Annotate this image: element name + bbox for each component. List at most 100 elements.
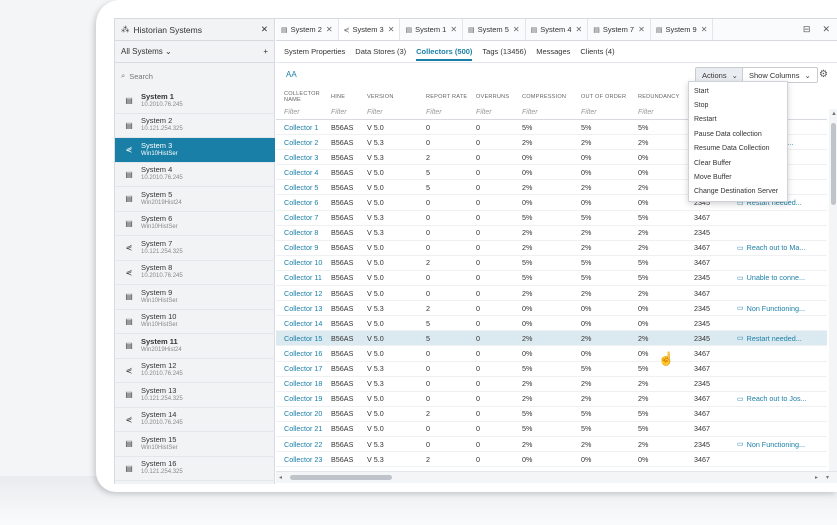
menu-item[interactable]: Clear Buffer xyxy=(694,159,732,167)
column-header[interactable]: COLLECTOR NAME xyxy=(284,91,320,103)
table-row[interactable]: Collector 19 B56AS V 5.0 0 0 2% 2% 2% 3467 ▭ Reach… xyxy=(276,392,827,407)
collector-name-link[interactable]: Collector 22 xyxy=(284,439,323,449)
table-row[interactable]: Collector 1 B56AS V 5.0 0 0 5% 5% 5% xyxy=(276,120,827,136)
table-row[interactable]: Collector 22 B56AS V 5.3 0 0 2% 2% 2% 2345 ▭ Non F… xyxy=(276,437,827,453)
menu-item[interactable]: Change Destination Server xyxy=(694,188,779,196)
subtab-item[interactable]: Collectors (500) xyxy=(416,47,473,61)
vertical-scroll-thumb[interactable] xyxy=(831,123,836,205)
table-row[interactable]: Collector 13 B56AS V 5.3 2 0 0% 0% 0% 2345 ▭ Non F… xyxy=(276,301,827,317)
sidebar-item-system[interactable]: ⋞ System 8 10.2010.76.245 xyxy=(115,261,275,285)
search-input[interactable]: ⌕ Search xyxy=(115,66,274,86)
collector-name-link[interactable]: Collector 8 xyxy=(284,228,319,238)
message-link[interactable]: ▭ Unable to conne... xyxy=(737,273,827,282)
column-header[interactable]: OUT OF ORDER xyxy=(581,94,627,100)
table-row[interactable]: Collector 9 B56AS V 5.0 0 0 2% 2% 2% 3467 ▭ Reach … xyxy=(276,241,827,256)
table-row[interactable]: Collector 15 B56AS V 5.0 5 0 2% 2% 2% 2345 ▭ Resta… xyxy=(276,331,827,347)
tab-system[interactable]: ▤ System 4 ✕ xyxy=(526,19,589,40)
filter-input[interactable]: Filter xyxy=(331,108,347,116)
close-icon[interactable]: ✕ xyxy=(260,24,268,34)
table-row[interactable]: Collector 3 B56AS V 5.3 2 0 0% 0% 0% xyxy=(276,150,827,166)
sidebar-item-system[interactable]: ▤ System 2 10.121.254.325 xyxy=(115,114,275,138)
tab-system[interactable]: ▤ System 5 ✕ xyxy=(463,19,526,40)
collector-name-link[interactable]: Collector 20 xyxy=(284,409,323,419)
scroll-right-icon[interactable]: ▸ xyxy=(815,475,819,481)
collector-name-link[interactable]: Collector 5 xyxy=(284,182,319,192)
collector-name-link[interactable]: Collector 18 xyxy=(284,379,323,389)
close-icon[interactable]: ✕ xyxy=(450,25,458,34)
maximize-icon[interactable]: ⊟ xyxy=(802,24,811,34)
collector-name-link[interactable]: Collector 2 xyxy=(284,137,319,147)
collector-name-link[interactable]: Collector 11 xyxy=(284,273,322,283)
collector-name-link[interactable]: Collector 14 xyxy=(284,318,323,328)
vertical-scrollbar[interactable]: ▲ xyxy=(829,109,837,471)
table-row[interactable]: Collector 12 B56AS V 5.0 0 0 2% 2% 2% 3467 xyxy=(276,286,827,302)
table-row[interactable]: Collector 21 B56AS V 5.0 0 0 5% 5% 5% 3467 xyxy=(276,422,827,437)
sidebar-item-system[interactable]: ▤ System 5 Win2019Hist24 xyxy=(115,187,275,212)
collector-name-link[interactable]: Collector 1 xyxy=(284,122,319,132)
column-header[interactable]: VERSION xyxy=(367,94,394,100)
table-row[interactable]: Collector 23 B56AS V 5.3 2 0 0% 0% 0% 3467 xyxy=(276,452,827,468)
message-link[interactable]: ▭ Non Functioning... xyxy=(737,440,827,449)
close-icon[interactable]: ✕ xyxy=(575,25,583,34)
menu-item[interactable]: Pause Data collection xyxy=(694,130,762,138)
tab-system[interactable]: ▤ System 9 ✕ xyxy=(651,19,714,40)
column-header[interactable]: OVERRUNS xyxy=(476,94,510,100)
subtab-item[interactable]: System Properties xyxy=(284,47,346,56)
collector-name-link[interactable]: Collector 12 xyxy=(284,288,323,298)
table-row[interactable]: Collector 10 B56AS V 5.0 2 0 5% 5% 5% 3467 xyxy=(276,256,827,271)
column-header[interactable]: REPORT RATE xyxy=(426,94,468,100)
collector-name-link[interactable]: Collector 21 xyxy=(284,424,323,434)
table-row[interactable]: Collector 6 B56AS V 5.0 0 0 0% 0% 0% 2345 ▭ Restar… xyxy=(276,195,827,211)
menu-item[interactable]: Restart xyxy=(694,116,717,124)
close-icon[interactable]: ✕ xyxy=(512,25,520,34)
subtab-item[interactable]: Clients (4) xyxy=(580,47,615,56)
menu-item[interactable]: Stop xyxy=(694,102,709,110)
scroll-left-icon[interactable]: ◂ xyxy=(279,475,283,481)
collector-name-link[interactable]: Collector 6 xyxy=(284,198,319,208)
subtab-item[interactable]: Messages xyxy=(536,47,571,56)
collector-name-link[interactable]: Collector 17 xyxy=(284,364,323,374)
filter-input[interactable]: Filter xyxy=(638,108,654,116)
menu-item[interactable]: Move Buffer xyxy=(694,174,732,182)
collector-name-link[interactable]: Collector 15 xyxy=(284,333,323,343)
collector-name-link[interactable]: Collector 7 xyxy=(284,213,319,223)
sidebar-item-system[interactable]: ⋞ System 12 10.2010.76.245 xyxy=(115,359,275,383)
close-icon[interactable]: ✕ xyxy=(822,24,830,34)
sidebar-item-system[interactable]: ⋞ System 3 Win10HistSer xyxy=(115,138,275,163)
message-link[interactable]: ▭ Reach out to Ma... xyxy=(737,243,827,252)
sidebar-item-system[interactable]: ▤ System 1 10.2010.76.245 xyxy=(115,89,275,114)
tab-system[interactable]: ⋞ System 3 ✕ xyxy=(338,19,401,40)
collector-name-link[interactable]: Collector 23 xyxy=(284,454,323,464)
filter-input[interactable]: Filter xyxy=(284,108,300,116)
table-row[interactable]: Collector 18 B56AS V 5.3 0 0 2% 2% 2% 2345 xyxy=(276,377,827,392)
close-icon[interactable]: ✕ xyxy=(700,25,708,34)
table-row[interactable]: Collector 4 B56AS V 5.0 5 0 0% 0% 0% xyxy=(276,165,827,181)
sidebar-item-system[interactable]: ▤ System 10 Win10HistSer xyxy=(115,310,275,334)
collector-name-link[interactable]: Collector 4 xyxy=(284,167,319,177)
close-icon[interactable]: ✕ xyxy=(325,25,333,34)
message-link[interactable]: ▭Restart needed... xyxy=(737,334,827,343)
filter-input[interactable]: Filter xyxy=(522,108,538,116)
filter-input[interactable]: Filter xyxy=(581,108,597,116)
table-row[interactable]: Collector 20 B56AS V 5.0 2 0 5% 5% 5% 3467 xyxy=(276,407,827,422)
collector-name-link[interactable]: Collector 13 xyxy=(284,303,323,313)
message-link[interactable]: ▭ Reach out to Jos... xyxy=(737,394,827,403)
message-link[interactable]: ▭Restart needed... xyxy=(737,198,827,207)
tab-system[interactable]: ▤ System 1 ✕ xyxy=(400,19,464,40)
horizontal-scroll-thumb[interactable] xyxy=(290,475,392,480)
column-header[interactable]: COMPRESSION xyxy=(522,94,567,100)
collector-name-link[interactable]: Collector 10 xyxy=(284,258,323,268)
add-icon[interactable]: + xyxy=(263,47,268,56)
sidebar-item-system[interactable]: ▤ System 6 Win10HistSer xyxy=(115,212,275,236)
table-row[interactable]: Collector 14 B56AS V 5.0 5 0 0% 0% 0% 2345 xyxy=(276,316,827,332)
sidebar-item-system[interactable]: ▤ System 13 10.121.254.325 xyxy=(115,383,275,408)
table-row[interactable]: Collector 8 B56AS V 5.3 0 0 2% 2% 2% 2345 xyxy=(276,226,827,241)
column-header[interactable]: REDUNDANCY xyxy=(638,94,680,100)
sidebar-item-system[interactable]: ▤ System 11 Win2019Hist24 xyxy=(115,334,275,359)
filter-input[interactable]: Filter xyxy=(367,108,383,116)
filter-input[interactable]: Filter xyxy=(426,108,442,116)
sidebar-item-system[interactable]: ▤ System 15 Win10HistSer xyxy=(115,432,275,457)
table-row[interactable]: Collector 7 B56AS V 5.3 0 0 5% 5% 5% 3467 xyxy=(276,211,827,226)
collector-name-link[interactable]: Collector 9 xyxy=(284,243,319,253)
menu-item[interactable]: Start xyxy=(694,87,709,95)
